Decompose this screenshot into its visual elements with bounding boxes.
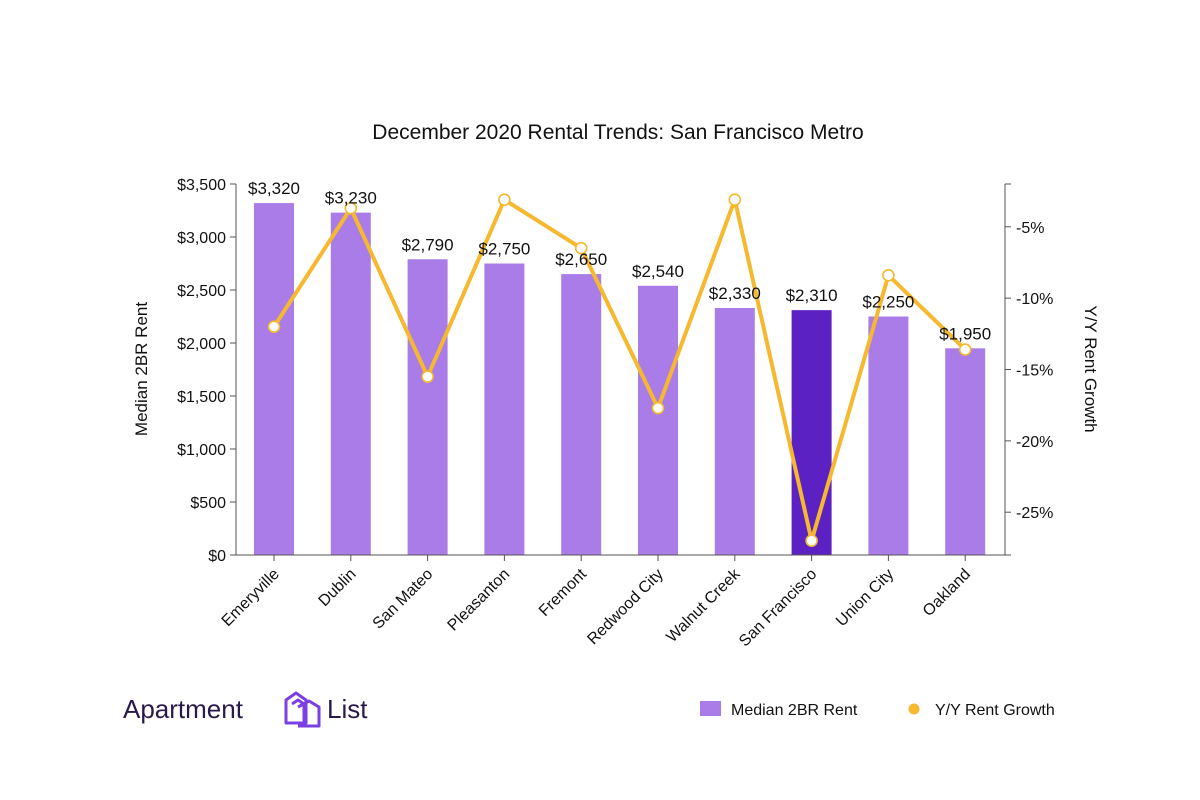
x-tick-label-san-francisco: San Francisco bbox=[736, 566, 820, 650]
growth-point-pleasanton bbox=[498, 193, 511, 206]
y-left-tick-label: $3,500 bbox=[177, 177, 226, 194]
growth-point-walnut-creek bbox=[728, 193, 742, 206]
bar-san-francisco bbox=[791, 310, 832, 555]
bar-pleasanton bbox=[484, 263, 525, 555]
bar-fremont bbox=[561, 274, 602, 555]
bar-redwood-city bbox=[638, 285, 678, 555]
x-tick-label-union-city: Union City bbox=[833, 566, 897, 630]
legend-label-growth: Y/Y Rent Growth bbox=[935, 702, 1055, 719]
growth-point-redwood-city bbox=[651, 401, 665, 415]
x-tick-label-dublin: Dublin bbox=[316, 566, 360, 610]
growth-line-path bbox=[272, 197, 967, 543]
y-axis-right-title: Y/Y Rent Growth bbox=[1081, 305, 1100, 432]
bar-value-label: $3,320 bbox=[248, 179, 300, 198]
growth-point-fremont bbox=[574, 241, 588, 255]
bar-san-mateo bbox=[407, 259, 448, 555]
bar-union-city bbox=[868, 316, 909, 555]
y-right-tick-label: -25% bbox=[1016, 505, 1053, 522]
bar-value-label: $2,790 bbox=[402, 235, 454, 254]
x-tick-label-emeryville: Emeryville bbox=[219, 566, 283, 630]
bar-walnut-creek bbox=[714, 308, 755, 555]
y-axis-left-title: Median 2BR Rent bbox=[132, 302, 151, 436]
bar-dublin bbox=[330, 212, 371, 555]
growth-point-union-city bbox=[882, 269, 895, 282]
y-left-tick-label: $2,000 bbox=[177, 336, 226, 353]
bar-value-label: $3,230 bbox=[325, 189, 377, 208]
growth-line bbox=[267, 193, 972, 548]
bar-value-label: $2,250 bbox=[862, 293, 914, 312]
y-left-tick-label: $2,500 bbox=[177, 283, 226, 300]
y-right-tick-label: -15% bbox=[1016, 363, 1053, 380]
bar-emeryville bbox=[254, 203, 294, 555]
legend-label-rent: Median 2BR Rent bbox=[731, 702, 858, 719]
x-tick-label-redwood-city: Redwood City bbox=[584, 566, 666, 648]
y-left-tick-label: $1,000 bbox=[177, 442, 226, 459]
axes: $0 $500 $1,000 $1,500 $2,000 $2,500 $3,000 $3,5… bbox=[177, 177, 1053, 650]
growth-point-san-mateo bbox=[421, 370, 434, 383]
bar-value-label: $1,950 bbox=[939, 324, 991, 343]
growth-point-oakland bbox=[958, 343, 972, 356]
y-right-tick-label: -5% bbox=[1016, 220, 1044, 237]
y-left-tick-label: $1,500 bbox=[177, 389, 226, 406]
bar-value-label: $2,330 bbox=[709, 284, 761, 303]
brand-name-left: Apartment bbox=[123, 694, 244, 724]
x-tick-label-walnut-creek: Walnut Creek bbox=[663, 565, 744, 646]
brand-logo: Apartment List bbox=[123, 691, 368, 728]
growth-point-san-francisco bbox=[805, 534, 818, 548]
bar-value-label: $2,650 bbox=[555, 250, 607, 269]
x-tick-label-fremont: Fremont bbox=[536, 565, 591, 620]
data-labels: $3,320 $3,230 $2,790 $2,750 $2,650 $2,540 $2,3… bbox=[248, 179, 991, 343]
bars bbox=[254, 203, 986, 555]
legend-swatch-growth bbox=[908, 703, 920, 715]
growth-point-emeryville bbox=[267, 320, 281, 333]
legend-swatch-rent bbox=[700, 701, 721, 716]
apartment-list-logo-icon bbox=[284, 691, 321, 728]
growth-point-dublin bbox=[344, 201, 358, 215]
bar-value-label: $2,310 bbox=[786, 286, 838, 305]
x-tick-label-pleasanton: Pleasanton bbox=[445, 566, 514, 635]
x-tick-label-oakland: Oakland bbox=[920, 566, 974, 620]
legend: Median 2BR Rent Y/Y Rent Growth bbox=[700, 701, 1055, 719]
brand-name-right: List bbox=[327, 694, 368, 724]
y-left-tick-label: $500 bbox=[190, 495, 226, 512]
chart-title: December 2020 Rental Trends: San Francis… bbox=[372, 121, 863, 144]
y-left-tick-label: $3,000 bbox=[177, 230, 226, 247]
bar-oakland bbox=[945, 348, 986, 555]
y-right-tick-label: -20% bbox=[1016, 434, 1053, 451]
bar-value-label: $2,750 bbox=[478, 240, 530, 259]
y-right-tick-label: -10% bbox=[1016, 291, 1053, 308]
y-left-tick-label: $0 bbox=[208, 548, 226, 565]
x-tick-label-san-mateo: San Mateo bbox=[370, 566, 437, 633]
bar-value-label: $2,540 bbox=[632, 262, 684, 281]
